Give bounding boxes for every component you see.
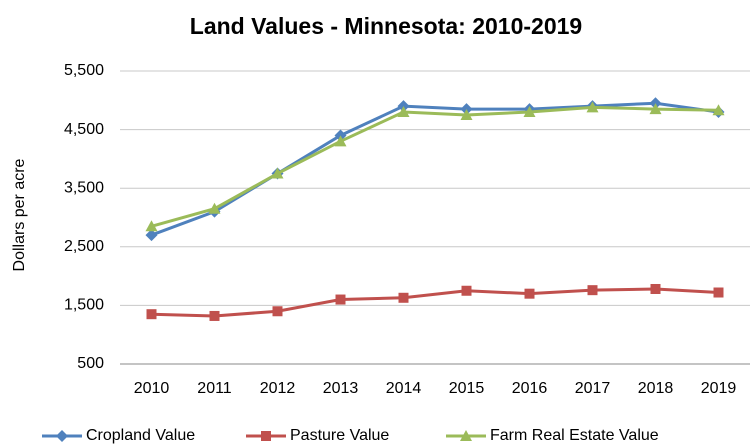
data-point (145, 220, 158, 232)
data-point (146, 309, 157, 320)
legend-label: Cropland Value (86, 427, 195, 444)
series-line (151, 105, 719, 228)
x-tick-label: 2018 (638, 380, 674, 397)
data-point (335, 294, 346, 305)
data-point (524, 288, 535, 299)
data-point (397, 106, 410, 118)
data-point (334, 135, 347, 147)
legend-marker (460, 430, 472, 441)
x-tick-label: 2011 (197, 380, 232, 397)
legend-marker (56, 430, 68, 442)
data-point (398, 292, 409, 303)
y-tick-label: 5,500 (64, 62, 104, 79)
x-tick-label: 2014 (386, 380, 422, 397)
data-point (460, 108, 473, 120)
y-tick-label: 500 (77, 355, 104, 372)
series-line (151, 287, 719, 318)
data-point (209, 310, 220, 321)
legend-marker (261, 431, 271, 441)
data-point (713, 287, 724, 298)
data-point (145, 229, 158, 242)
x-tick-label: 2012 (260, 380, 296, 397)
data-point (271, 167, 284, 179)
data-point (523, 106, 536, 118)
x-tick-label: 2010 (134, 380, 170, 397)
x-tick-label: 2013 (323, 380, 359, 397)
x-tick-label: 2017 (575, 380, 611, 397)
x-tick-label: 2015 (449, 380, 485, 397)
series-line (150, 101, 719, 237)
x-tick-label: 2019 (701, 380, 737, 397)
data-point (650, 283, 661, 294)
x-tick-label: 2016 (512, 380, 548, 397)
data-point (208, 202, 221, 214)
y-tick-label: 2,500 (64, 238, 104, 255)
data-point (461, 285, 472, 296)
legend-label: Farm Real Estate Value (490, 427, 659, 444)
data-point (586, 101, 599, 113)
y-tick-label: 1,500 (64, 297, 104, 314)
y-axis-label: Dollars per acre (11, 158, 28, 271)
y-tick-label: 4,500 (64, 121, 104, 138)
data-point (587, 285, 598, 296)
chart-title: Land Values - Minnesota: 2010-2019 (190, 13, 582, 39)
data-point (712, 104, 725, 116)
y-tick-label: 3,500 (64, 179, 104, 196)
legend-label: Pasture Value (290, 427, 389, 444)
data-point (272, 306, 283, 317)
data-point (649, 103, 662, 115)
